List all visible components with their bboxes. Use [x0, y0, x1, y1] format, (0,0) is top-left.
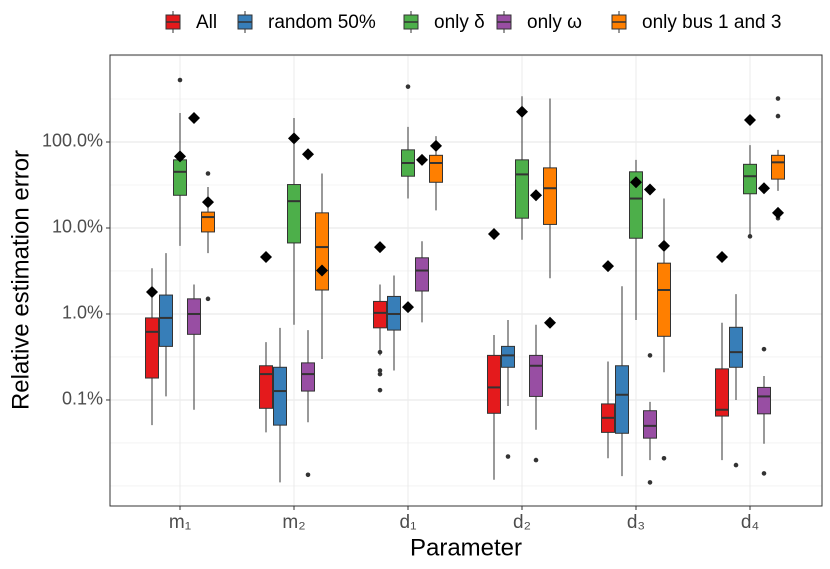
- marker: [758, 182, 770, 195]
- x-tick-label: d₃: [627, 512, 645, 533]
- box: [173, 159, 187, 196]
- box: [643, 410, 657, 439]
- marker: [260, 250, 272, 263]
- marker: [416, 153, 428, 166]
- y-tick-label: 1.0%: [62, 303, 103, 323]
- box: [615, 365, 629, 434]
- y-axis-title: Relative estimation error: [7, 150, 34, 410]
- outlier: [205, 171, 211, 176]
- outlier: [377, 387, 383, 393]
- outlier: [761, 346, 767, 352]
- box: [529, 354, 543, 397]
- plot-border: [109, 54, 823, 507]
- legend-label: only bus 1 and 3: [642, 12, 781, 33]
- marker: [430, 139, 442, 152]
- box: [201, 211, 215, 233]
- marker: [374, 241, 386, 254]
- box: [287, 184, 301, 244]
- marker: [772, 206, 784, 219]
- marker: [188, 112, 200, 125]
- box: [301, 362, 315, 392]
- outlier: [377, 368, 383, 373]
- marker: [146, 286, 158, 299]
- box: [715, 368, 729, 417]
- box: [657, 262, 671, 337]
- legend-label: random 50%: [268, 12, 376, 33]
- marker: [402, 301, 414, 314]
- box: [187, 298, 201, 335]
- outlier: [733, 462, 739, 468]
- outlier: [647, 353, 653, 358]
- box: [273, 366, 287, 426]
- y-tick-label: 0.1%: [62, 389, 103, 409]
- marker: [716, 250, 728, 263]
- box: [629, 171, 643, 239]
- legend-label: only δ: [434, 12, 485, 33]
- x-tick-label: m₁: [169, 512, 191, 533]
- box: [145, 317, 159, 379]
- marker: [316, 264, 328, 277]
- box: [729, 326, 743, 368]
- box: [515, 159, 529, 219]
- outlier: [747, 234, 753, 239]
- x-tick-label: d₄: [741, 512, 760, 533]
- legend-label: only ω: [527, 12, 582, 33]
- x-axis-title: Parameter: [410, 534, 522, 561]
- outlier: [775, 96, 781, 101]
- y-tick-label: 100.0%: [42, 131, 103, 151]
- x-tick-label: d₂: [513, 512, 531, 533]
- plot-background: [110, 55, 822, 506]
- outlier: [533, 457, 539, 463]
- marker: [202, 196, 214, 209]
- x-tick-label: m₂: [282, 512, 305, 533]
- marker: [488, 228, 500, 241]
- legend-label: All: [196, 12, 217, 33]
- marker: [544, 316, 556, 329]
- outlier: [305, 472, 311, 478]
- marker: [744, 114, 756, 127]
- box: [373, 300, 387, 329]
- outlier: [205, 296, 211, 302]
- marks: [145, 77, 785, 485]
- box: [501, 345, 515, 368]
- x-tick-label: d₁: [400, 512, 417, 533]
- box: [543, 167, 557, 225]
- marker: [530, 189, 542, 202]
- marker: [288, 132, 300, 145]
- outlier: [761, 471, 767, 476]
- outlier: [647, 480, 653, 485]
- outlier: [775, 113, 781, 119]
- box: [415, 257, 429, 292]
- box: [743, 163, 757, 195]
- box: [487, 354, 501, 414]
- marker: [516, 105, 528, 118]
- outlier: [377, 349, 383, 355]
- box: [315, 212, 329, 291]
- outlier: [377, 371, 383, 377]
- marker: [302, 148, 314, 161]
- marker: [174, 150, 186, 163]
- y-tick-label: 10.0%: [52, 217, 103, 237]
- box: [159, 294, 173, 347]
- outlier: [405, 84, 411, 89]
- marker: [644, 183, 656, 196]
- box: [429, 154, 443, 183]
- marker: [658, 239, 670, 252]
- outlier: [177, 77, 183, 83]
- box: [771, 154, 785, 180]
- outlier: [505, 454, 511, 459]
- box: [757, 386, 771, 415]
- marker: [630, 176, 642, 189]
- marker: [602, 260, 614, 273]
- outlier: [661, 455, 667, 461]
- box: [259, 365, 273, 409]
